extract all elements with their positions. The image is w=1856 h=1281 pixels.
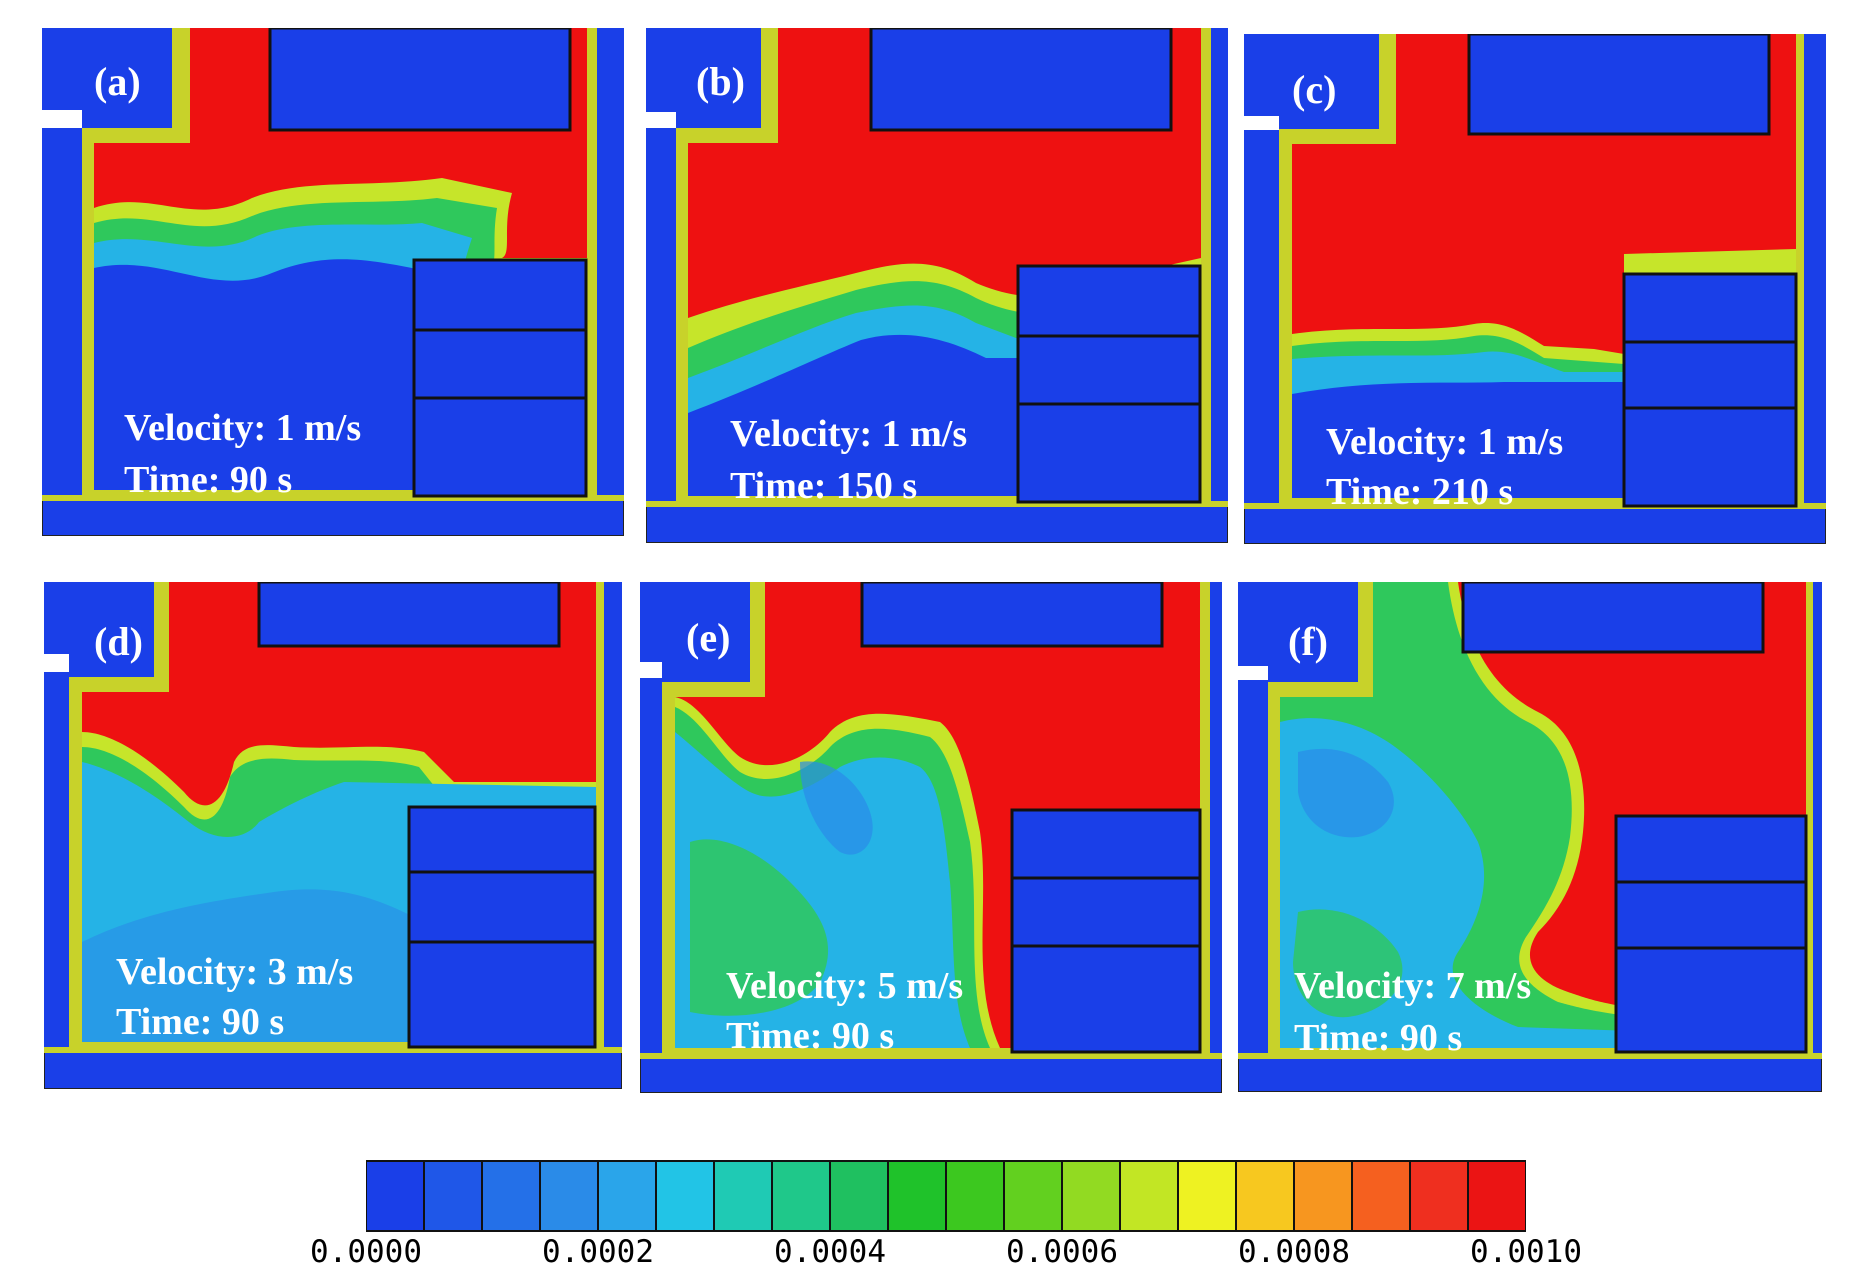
colorbar-swatch	[366, 1160, 425, 1232]
colorbar-swatch	[1119, 1160, 1179, 1232]
colorbar-swatch	[1293, 1160, 1353, 1232]
panel-label-d: (d)	[94, 619, 143, 664]
colorbar-swatch	[481, 1160, 541, 1232]
panel-c: (c) Velocity: 1 m/s Time: 210 s	[1244, 34, 1826, 544]
time-caption-a: Time: 90 s	[124, 459, 293, 501]
colorbar-swatch	[829, 1160, 889, 1232]
colorbar-swatch	[1235, 1160, 1295, 1232]
colorbar-swatch	[1177, 1160, 1237, 1232]
velocity-caption-a: Velocity: 1 m/s	[124, 407, 362, 449]
contour-c	[1244, 34, 1826, 544]
colorbar-swatch	[945, 1160, 1005, 1232]
colorbar	[366, 1160, 1526, 1232]
panel-d: (d) Velocity: 3 m/s Time: 90 s	[44, 582, 622, 1089]
time-caption-d: Time: 90 s	[116, 1001, 285, 1043]
velocity-caption-c: Velocity: 1 m/s	[1326, 421, 1564, 463]
colorbar-swatch	[597, 1160, 657, 1232]
colorbar-swatch	[539, 1160, 599, 1232]
colorbar-tick-1: 0.0002	[542, 1234, 654, 1270]
colorbar-tick-3: 0.0006	[1006, 1234, 1118, 1270]
contour-f	[1238, 582, 1822, 1092]
time-caption-f: Time: 90 s	[1294, 1017, 1463, 1059]
colorbar-swatches	[366, 1160, 1526, 1232]
panel-e: (e) Velocity: 5 m/s Time: 90 s	[640, 582, 1222, 1093]
colorbar-swatch	[423, 1160, 483, 1232]
panel-label-b: (b)	[696, 59, 745, 104]
panel-label-f: (f)	[1288, 619, 1328, 664]
colorbar-swatch	[887, 1160, 947, 1232]
contour-d	[44, 582, 622, 1089]
colorbar-swatch	[1409, 1160, 1469, 1232]
colorbar-tick-2: 0.0004	[774, 1234, 886, 1270]
contour-a	[42, 28, 624, 536]
colorbar-tick-0: 0.0000	[310, 1234, 422, 1270]
colorbar-swatch	[1351, 1160, 1411, 1232]
time-caption-b: Time: 150 s	[730, 465, 918, 507]
panel-f: (f) Velocity: 7 m/s Time: 90 s	[1238, 582, 1822, 1092]
panel-label-e: (e)	[686, 615, 731, 660]
velocity-caption-e: Velocity: 5 m/s	[726, 965, 964, 1007]
colorbar-swatch	[771, 1160, 831, 1232]
colorbar-swatch	[655, 1160, 715, 1232]
panel-b: (b) Velocity: 1 m/s Time: 150 s	[646, 28, 1228, 543]
time-caption-c: Time: 210 s	[1326, 471, 1514, 513]
contour-e	[640, 582, 1222, 1093]
colorbar-swatch	[1003, 1160, 1063, 1232]
velocity-caption-d: Velocity: 3 m/s	[116, 951, 354, 993]
colorbar-swatch	[1467, 1160, 1526, 1232]
panel-label-a: (a)	[94, 59, 141, 104]
colorbar-swatch	[1061, 1160, 1121, 1232]
colorbar-swatch	[713, 1160, 773, 1232]
contour-b	[646, 28, 1228, 543]
velocity-caption-f: Velocity: 7 m/s	[1294, 965, 1532, 1007]
colorbar-tick-5: 0.0010	[1470, 1234, 1582, 1270]
panel-label-c: (c)	[1292, 67, 1337, 112]
velocity-caption-b: Velocity: 1 m/s	[730, 413, 968, 455]
colorbar-tick-4: 0.0008	[1238, 1234, 1350, 1270]
time-caption-e: Time: 90 s	[726, 1015, 895, 1057]
panel-a: (a) Velocity: 1 m/s Time: 90 s	[42, 28, 624, 536]
